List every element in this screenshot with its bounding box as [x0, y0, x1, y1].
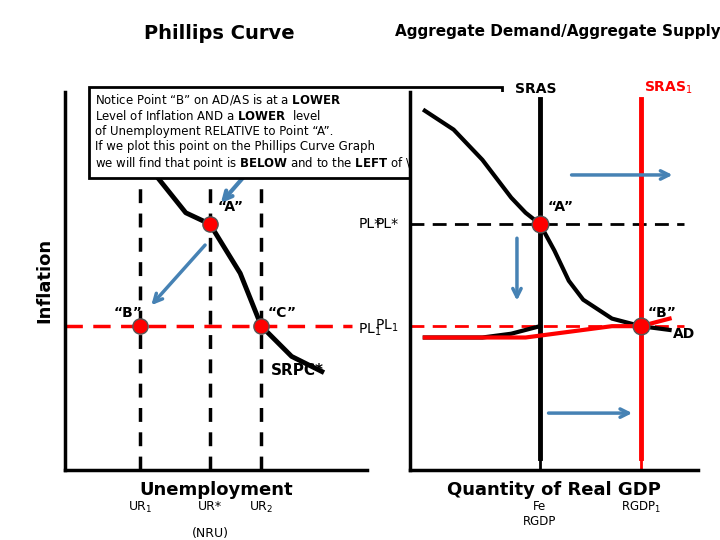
- Text: UR$_{1}$: UR$_{1}$: [128, 500, 153, 515]
- Text: SRAS$_{1}$: SRAS$_{1}$: [644, 79, 693, 96]
- Text: Phillips Curve: Phillips Curve: [144, 24, 295, 43]
- Text: “B”: “B”: [113, 306, 142, 320]
- Text: PL*: PL*: [358, 217, 382, 231]
- Text: SRPC*: SRPC*: [271, 363, 323, 379]
- Text: Notice Point “B” on AD/AS is at a $\bf{LOWER}$
Level of Inflation AND a $\bf{LOW: Notice Point “B” on AD/AS is at a $\bf{L…: [95, 92, 495, 172]
- Text: PL$_1$: PL$_1$: [375, 318, 399, 334]
- Text: Fe
RGDP: Fe RGDP: [523, 500, 557, 528]
- Text: PL$_1$: PL$_1$: [358, 322, 382, 338]
- Text: RGDP$_{1}$: RGDP$_{1}$: [621, 500, 661, 515]
- Text: “B”: “B”: [648, 306, 677, 320]
- Text: “B”: “B”: [131, 117, 161, 131]
- Text: “C”: “C”: [267, 306, 297, 320]
- Y-axis label: Inflation: Inflation: [36, 238, 54, 323]
- X-axis label: Unemployment: Unemployment: [139, 481, 293, 499]
- Text: PL*: PL*: [376, 217, 399, 231]
- Text: UR*: UR*: [198, 500, 222, 513]
- Text: “A”: “A”: [217, 200, 243, 214]
- Text: UR$_{2}$: UR$_{2}$: [249, 500, 274, 515]
- Text: SRAS: SRAS: [515, 82, 557, 96]
- Text: “A”: “A”: [547, 200, 573, 214]
- Text: AD: AD: [672, 327, 695, 341]
- Text: (NRU): (NRU): [192, 526, 228, 539]
- Text: Aggregate Demand/Aggregate Supply: Aggregate Demand/Aggregate Supply: [395, 24, 720, 39]
- X-axis label: Quantity of Real GDP: Quantity of Real GDP: [447, 481, 662, 499]
